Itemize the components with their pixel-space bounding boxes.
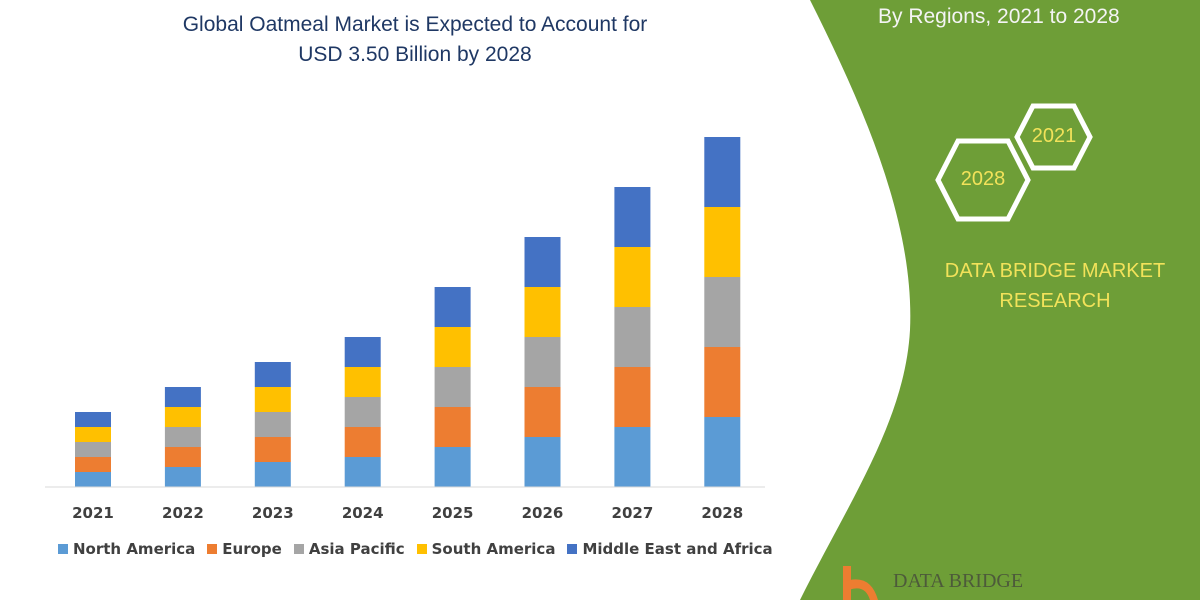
legend-item: Europe	[207, 540, 282, 558]
legend-swatch	[207, 544, 218, 554]
legend-label: Asia Pacific	[308, 540, 405, 558]
bar-segment-2026-1	[524, 387, 561, 437]
bar-segment-2023-3	[254, 387, 291, 412]
x-tick-label: 2026	[522, 504, 564, 522]
legend-swatch	[58, 544, 68, 554]
bar-segment-2021-0	[75, 472, 111, 487]
legend: North America Europe Asia Pacific South Ame…	[58, 540, 773, 558]
brand-name: DATA BRIDGE MARKET RESEARCH	[920, 256, 1190, 316]
legend-item: Asia Pacific	[293, 540, 405, 558]
bar-segment-2021-2	[75, 442, 111, 457]
x-tick-label: 2027	[612, 504, 654, 522]
x-tick-label: 2024	[342, 504, 384, 522]
bar-segment-2027-1	[614, 367, 651, 427]
bar-segment-2025-1	[434, 407, 471, 447]
bar-segment-2028-2	[704, 277, 741, 347]
x-tick-label: 2028	[701, 504, 743, 522]
chart-title-line-2: USD 3.50 Billion by 2028	[298, 43, 532, 66]
x-tick-label: 2023	[252, 504, 294, 522]
legend-label: South America	[431, 540, 556, 558]
bar-segment-2024-0	[344, 457, 381, 487]
logo-text: DATA BRIDGE	[893, 570, 1024, 592]
bar-segment-2023-1	[254, 437, 291, 462]
bar-segment-2022-2	[164, 427, 201, 447]
hex-label-2028: 2028	[960, 168, 1006, 190]
hex-label-2021: 2021	[1031, 125, 1077, 147]
x-tick-label: 2021	[72, 504, 114, 522]
bar-segment-2026-3	[524, 287, 561, 337]
legend-item: South America	[416, 540, 556, 558]
chart-title: Global Oatmeal Market is Expected to Acc…	[120, 10, 710, 70]
legend-label: Middle East and Africa	[582, 540, 773, 558]
bar-segment-2022-0	[164, 467, 201, 487]
bar-segment-2021-1	[75, 457, 111, 472]
bar-segment-2028-3	[704, 207, 741, 277]
bar-segment-2023-0	[254, 462, 291, 487]
legend-item: Middle East and Africa	[567, 540, 773, 558]
bar-segment-2025-0	[434, 447, 471, 487]
bar-segment-2027-4	[614, 187, 651, 247]
hexagon-2021	[1014, 103, 1093, 171]
bar-segment-2026-0	[524, 437, 561, 487]
bars-group	[75, 137, 741, 487]
bar-segment-2021-4	[75, 412, 111, 427]
x-tick-labels: 2021 2022 2023 2024 2025 2026 2027 2028	[72, 504, 743, 522]
bar-segment-2025-4	[434, 287, 471, 327]
bar-segment-2021-3	[75, 427, 111, 442]
bar-segment-2028-4	[704, 137, 741, 207]
bar-segment-2024-3	[344, 367, 381, 397]
bar-segment-2028-1	[704, 347, 741, 417]
bar-segment-2026-2	[524, 337, 561, 387]
brand-line-2: RESEARCH	[999, 290, 1111, 312]
bar-segment-2022-1	[164, 447, 201, 467]
legend-item: North America	[58, 540, 195, 558]
legend-swatch	[293, 544, 304, 554]
legend-label: Europe	[222, 540, 282, 558]
bar-segment-2027-3	[614, 247, 651, 307]
legend-label: North America	[73, 540, 196, 558]
bar-segment-2026-4	[524, 237, 561, 287]
bar-segment-2028-0	[704, 417, 741, 487]
data-bridge-logo	[843, 566, 878, 600]
side-panel-background	[800, 0, 1200, 600]
bar-segment-2022-3	[164, 407, 201, 427]
x-tick-label: 2025	[432, 504, 474, 522]
side-subtitle: By Regions, 2021 to 2028	[878, 5, 1120, 28]
legend-swatch	[416, 544, 427, 554]
bar-segment-2027-2	[614, 307, 651, 367]
bar-segment-2024-2	[344, 397, 381, 427]
bar-segment-2023-4	[254, 362, 291, 387]
bar-segment-2023-2	[254, 412, 291, 437]
hexagon-2028	[935, 138, 1031, 222]
chart-title-line-1: Global Oatmeal Market is Expected to Acc…	[182, 13, 648, 36]
bar-segment-2024-1	[344, 427, 381, 457]
bar-segment-2022-4	[164, 387, 201, 407]
x-tick-label: 2022	[162, 504, 204, 522]
bar-segment-2025-3	[434, 327, 471, 367]
bar-segment-2025-2	[434, 367, 471, 407]
bar-segment-2024-4	[344, 337, 381, 367]
bar-segment-2027-0	[614, 427, 651, 487]
brand-line-1: DATA BRIDGE MARKET	[944, 260, 1166, 282]
legend-swatch	[567, 544, 578, 554]
